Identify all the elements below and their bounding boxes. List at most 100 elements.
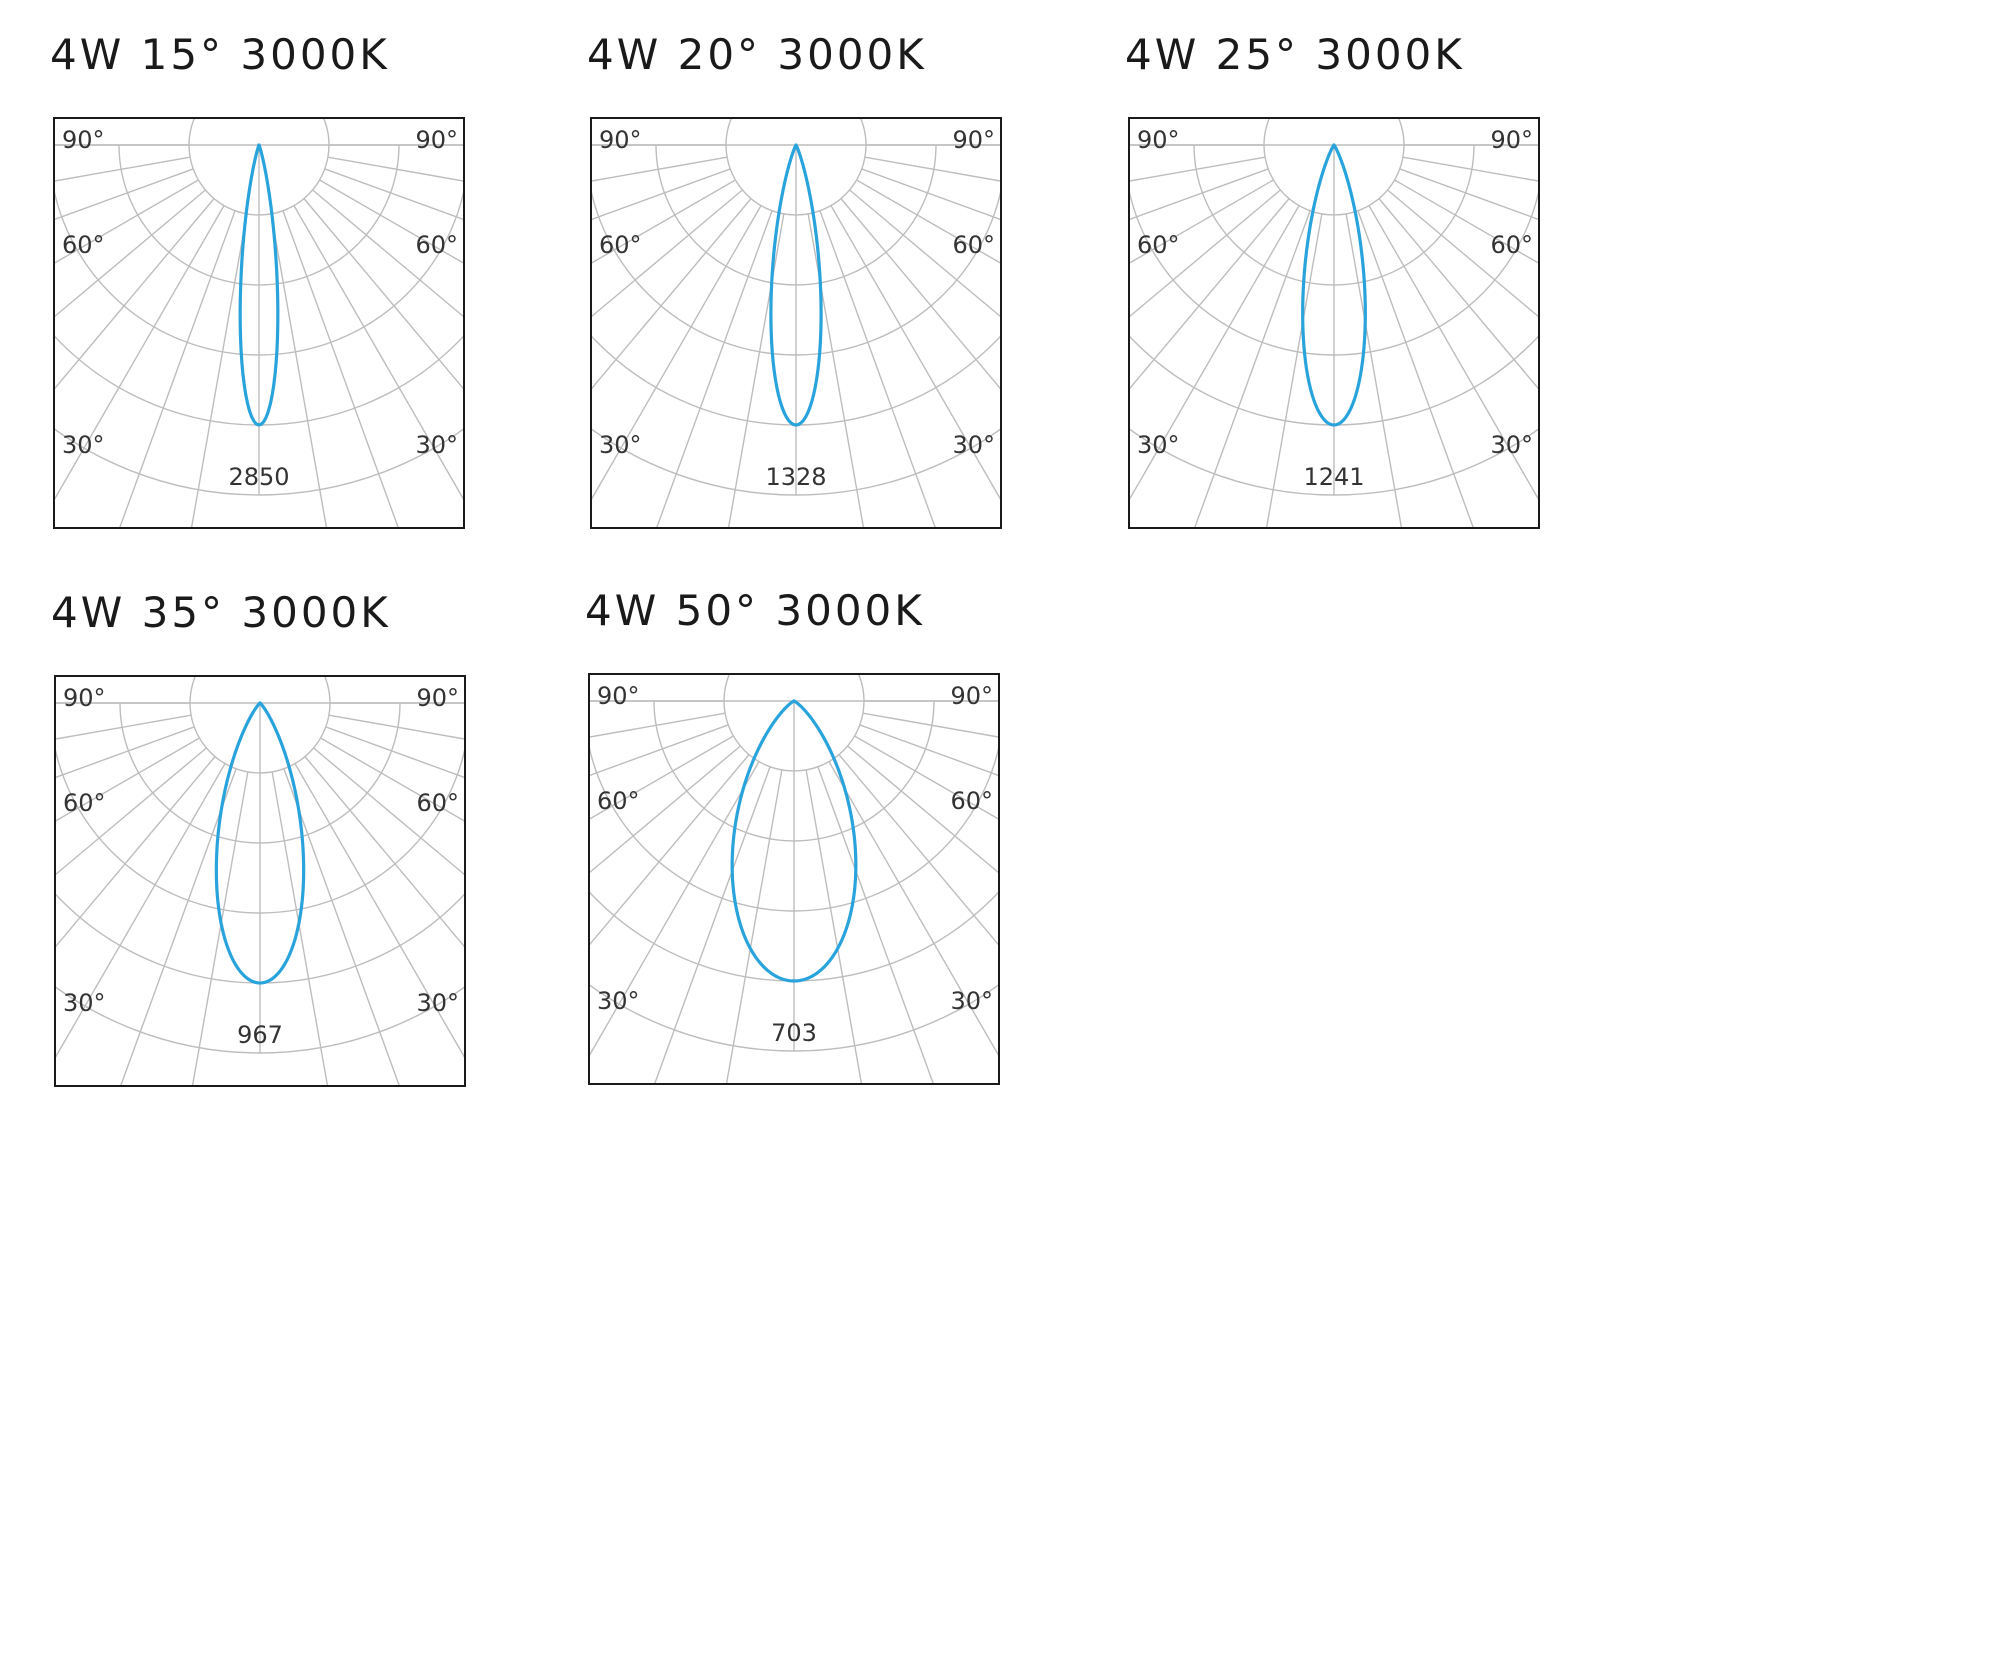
chart-panel: 4W 15° 3000K 90° 90° 60° 60° 30° 30° 2850: [0, 0, 530, 560]
grid-spoke: [591, 189, 743, 318]
grid-spoke: [325, 726, 465, 779]
grid-spoke: [55, 714, 192, 740]
grid-spoke: [55, 763, 226, 1060]
grid-spoke: [55, 747, 207, 876]
peak-intensity-label: 1241: [1303, 463, 1364, 491]
grid-spoke: [1394, 179, 1539, 265]
grid-spoke: [1129, 179, 1274, 265]
angle-label-30-right: 30°: [1490, 431, 1533, 459]
grid-spoke: [725, 769, 783, 1084]
grid-spoke: [1129, 189, 1281, 318]
grid-spoke: [1402, 156, 1539, 182]
grid-spoke: [856, 179, 1001, 265]
intensity-curve: [1301, 143, 1367, 427]
chart-title: 4W 15° 3000K: [50, 30, 390, 79]
grid-spoke: [282, 210, 400, 528]
grid-spoke: [849, 189, 1001, 318]
grid-spoke: [840, 198, 1001, 391]
grid-spoke: [653, 766, 771, 1084]
grid-spoke: [55, 726, 195, 779]
grid-spoke: [861, 168, 1001, 221]
grid-spoke: [591, 168, 731, 221]
grid-spoke: [589, 712, 726, 738]
grid-ring: [189, 676, 331, 704]
grid-spoke: [819, 210, 937, 528]
chart-title: 4W 35° 3000K: [51, 588, 391, 637]
grid-spoke: [1387, 189, 1539, 318]
grid-spoke: [328, 714, 465, 740]
chart-title: 4W 25° 3000K: [1125, 30, 1465, 79]
intensity-curve: [214, 701, 306, 985]
angle-label-90-right: 90°: [952, 126, 995, 154]
angle-label-30-right: 30°: [950, 987, 993, 1015]
grid-spoke: [1129, 156, 1266, 182]
grid-spoke: [191, 771, 249, 1086]
angle-label-60-right: 60°: [950, 787, 993, 815]
angle-label-90-left: 90°: [1137, 126, 1180, 154]
angle-label-90-left: 90°: [62, 126, 105, 154]
grid-spoke: [859, 724, 999, 777]
grid-spoke: [54, 168, 194, 221]
angle-label-60-left: 60°: [1137, 231, 1180, 259]
angle-label-90-right: 90°: [416, 684, 459, 712]
angle-label-30-right: 30°: [952, 431, 995, 459]
polar-chart: 90° 90° 60° 60° 30° 30° 1241: [1128, 117, 1540, 529]
angle-label-30-left: 30°: [597, 987, 640, 1015]
grid-spoke: [1399, 168, 1539, 221]
grid-spoke: [1129, 168, 1269, 221]
grid-spoke: [303, 198, 464, 391]
grid-spoke: [1345, 213, 1403, 528]
grid-spoke: [190, 213, 248, 528]
grid-ring: [1263, 118, 1405, 146]
grid-spoke: [304, 756, 465, 949]
angle-label-90-right: 90°: [1490, 126, 1533, 154]
grid-spoke: [118, 210, 236, 528]
grid-spoke: [817, 766, 935, 1084]
angle-label-60-right: 60°: [416, 789, 459, 817]
grid-spoke: [655, 210, 773, 528]
grid-spoke: [830, 205, 1001, 502]
angle-label-60-left: 60°: [62, 231, 105, 259]
chart-panel: 4W 25° 3000K 90° 90° 60° 60° 30° 30° 1241: [1075, 0, 1605, 560]
grid-spoke: [55, 756, 216, 949]
grid-spoke: [828, 761, 999, 1058]
angle-label-30-left: 30°: [1137, 431, 1180, 459]
grid-spoke: [805, 769, 863, 1084]
grid-spoke: [864, 156, 1001, 182]
polar-grid: [589, 674, 999, 1084]
grid-spoke: [283, 768, 401, 1086]
grid-spoke: [320, 737, 465, 823]
chart-frame: [54, 675, 466, 1087]
intensity-curve: [238, 143, 280, 427]
grid-spoke: [294, 763, 465, 1060]
grid-spoke: [591, 156, 728, 182]
grid-spoke: [54, 205, 225, 502]
grid-spoke: [591, 205, 762, 502]
angle-label-60-left: 60°: [599, 231, 642, 259]
grid-ring: [723, 674, 865, 702]
angle-label-60-left: 60°: [597, 787, 640, 815]
angle-label-30-right: 30°: [415, 431, 458, 459]
polar-chart: 90° 90° 60° 60° 30° 30° 967: [54, 675, 466, 1087]
grid-spoke: [589, 724, 729, 777]
polar-grid: [54, 118, 464, 528]
grid-spoke: [589, 735, 734, 821]
grid-spoke: [271, 771, 329, 1086]
chart-panel: 4W 50° 3000K 90° 90° 60° 60° 30° 30° 703: [535, 556, 1065, 1116]
chart-frame: [1128, 117, 1540, 529]
grid-spoke: [327, 156, 464, 182]
angle-label-90-right: 90°: [950, 682, 993, 710]
grid-ring: [725, 118, 867, 146]
angle-label-30-left: 30°: [62, 431, 105, 459]
grid-spoke: [1368, 205, 1539, 502]
polar-chart: 90° 90° 60° 60° 30° 30° 703: [588, 673, 1000, 1085]
grid-spoke: [1129, 205, 1300, 502]
chart-frame: [53, 117, 465, 529]
angle-label-30-left: 30°: [599, 431, 642, 459]
grid-spoke: [854, 735, 999, 821]
polar-chart: 90° 90° 60° 60° 30° 30° 2850: [53, 117, 465, 529]
peak-intensity-label: 703: [771, 1019, 817, 1047]
chart-frame: [590, 117, 1002, 529]
grid-spoke: [324, 168, 464, 221]
chart-title: 4W 20° 3000K: [587, 30, 927, 79]
